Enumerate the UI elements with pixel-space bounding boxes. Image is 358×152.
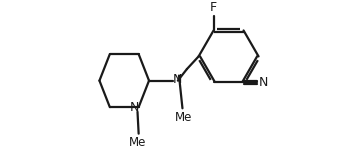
Text: Me: Me (175, 111, 192, 124)
Text: Me: Me (129, 136, 146, 149)
Text: N: N (259, 76, 268, 89)
Text: N: N (130, 101, 139, 114)
Text: F: F (210, 1, 217, 14)
Text: N: N (173, 73, 183, 86)
